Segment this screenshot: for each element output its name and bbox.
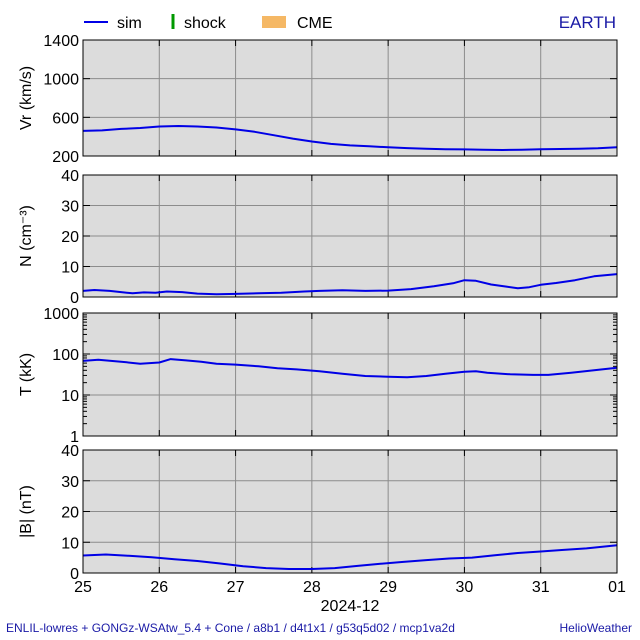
legend: sim shock CME EARTH: [84, 13, 616, 32]
y-tick-label: 200: [52, 149, 79, 166]
x-tick-label: 30: [456, 579, 474, 596]
legend-cme-swatch-icon: [262, 16, 286, 28]
y-tick-label: 100: [52, 347, 79, 364]
panel-frame: [82, 39, 618, 157]
y-axis-label: N (cm⁻³): [18, 205, 35, 267]
y-tick-label: 1000: [43, 306, 79, 323]
y-tick-label: 30: [61, 199, 79, 216]
x-tick-label: 28: [303, 579, 321, 596]
panel-1: 200 600 1000 1400 Vr (km/s): [18, 33, 618, 166]
panel-4: 0 10 20 30 40 |B| (nT): [18, 443, 618, 583]
y-tick-label: 10: [61, 388, 79, 405]
legend-shock-label: shock: [184, 15, 227, 32]
legend-cme-label: CME: [297, 15, 333, 32]
location-label: EARTH: [559, 13, 616, 32]
x-axis-label: 2024-12: [321, 598, 380, 615]
x-tick-label: 31: [532, 579, 550, 596]
panel-3: 1 10 100 1000 T (kK): [18, 306, 618, 446]
x-tick-label: 25: [74, 579, 92, 596]
series-sim-line: [82, 544, 618, 570]
y-tick-label: 0: [70, 566, 79, 583]
y-tick-label: 1000: [43, 72, 79, 89]
y-tick-label: 1: [70, 429, 79, 446]
y-axis-label: T (kK): [18, 353, 35, 396]
legend-sim-label: sim: [117, 15, 142, 32]
x-tick-label: 26: [150, 579, 168, 596]
brand-label: HelioWeather: [559, 621, 632, 635]
y-tick-label: 40: [61, 168, 79, 185]
y-axis-label: Vr (km/s): [18, 66, 35, 130]
y-tick-label: 40: [61, 443, 79, 460]
panel-2: 0 10 20 30 40 N (cm⁻³): [18, 168, 618, 307]
panel-frame: [82, 449, 618, 574]
y-tick-label: 10: [61, 260, 79, 277]
x-tick-label: 27: [227, 579, 245, 596]
y-tick-label: 0: [70, 290, 79, 307]
x-tick-label: 01: [608, 579, 626, 596]
panel-frame: [82, 312, 618, 437]
y-tick-label: 600: [52, 110, 79, 127]
panel-background: [83, 40, 617, 156]
series-sim-line: [82, 358, 618, 379]
y-tick-label: 20: [61, 229, 79, 246]
panel-frame: [82, 174, 618, 298]
y-tick-label: 20: [61, 505, 79, 522]
y-axis-label: |B| (nT): [18, 485, 35, 538]
series-sim-line: [82, 273, 618, 296]
series-sim-line: [82, 125, 618, 151]
y-tick-label: 1400: [43, 33, 79, 50]
y-tick-label: 10: [61, 535, 79, 552]
model-description: ENLIL-lowres + GONGz-WSAtw_5.4 + Cone / …: [6, 621, 455, 635]
y-tick-label: 30: [61, 474, 79, 491]
x-tick-label: 29: [379, 579, 397, 596]
